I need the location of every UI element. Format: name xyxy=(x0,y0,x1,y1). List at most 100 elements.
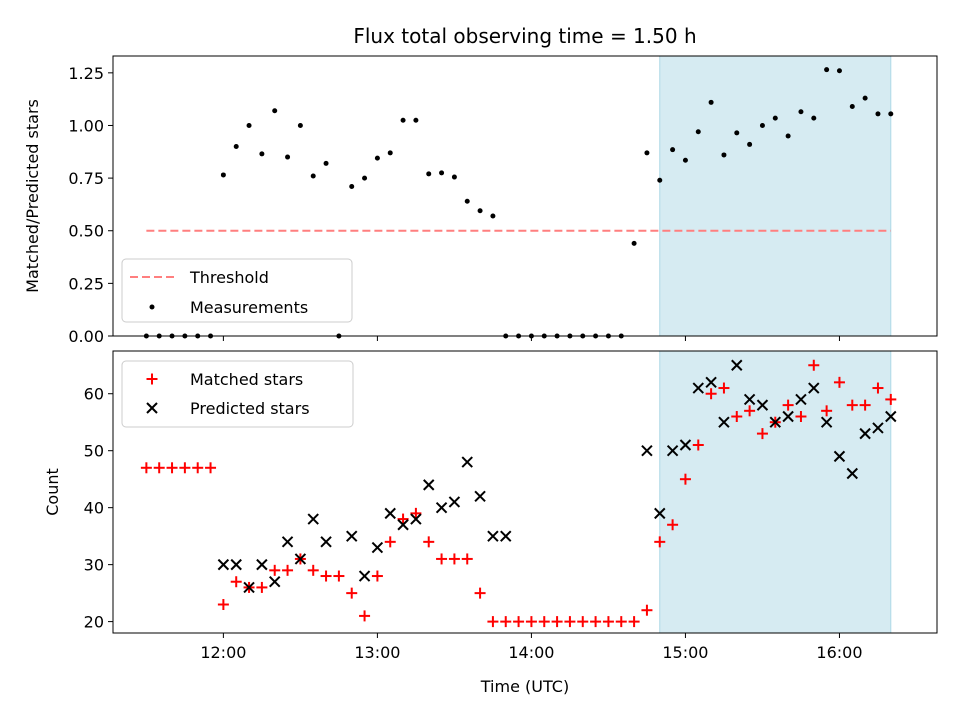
top-y-tick-label: 0.50 xyxy=(68,222,104,241)
matched-star-point xyxy=(307,564,319,576)
x-b xyxy=(448,496,461,508)
matched-star-point xyxy=(269,564,281,576)
top-legend: Threshold Measurements xyxy=(121,258,353,323)
matched-star-point xyxy=(808,359,820,371)
x-b xyxy=(641,444,653,457)
matched-star-point xyxy=(782,399,794,411)
x-b xyxy=(397,519,409,531)
measurement-point xyxy=(387,150,393,156)
measurement-point xyxy=(233,144,239,150)
measurement-point xyxy=(759,122,765,128)
x-b xyxy=(731,359,743,371)
matched-star-point xyxy=(744,405,756,417)
x-b xyxy=(294,553,307,565)
matched-star-point xyxy=(346,587,358,599)
matched-star-point xyxy=(410,507,422,519)
predicted-star-point xyxy=(743,393,756,406)
predicted-star-point xyxy=(384,507,396,520)
x-b xyxy=(885,410,897,423)
x-b xyxy=(230,558,242,571)
predicted-star-point xyxy=(705,376,717,389)
top-axes-frame xyxy=(112,55,938,337)
predicted-star-point xyxy=(256,558,268,571)
measurement-point xyxy=(785,133,791,139)
bottom-legend-box xyxy=(121,360,354,428)
x-b xyxy=(146,402,158,414)
measurement-point xyxy=(747,141,753,147)
matched-star-point xyxy=(513,616,525,628)
top-y-tick-label: 0.00 xyxy=(68,327,104,346)
measurement-point xyxy=(836,68,842,74)
x-b xyxy=(692,382,704,394)
x-tick-label: 14:00 xyxy=(508,643,554,662)
matched-star-point xyxy=(525,616,537,628)
matched-star-point xyxy=(461,553,473,565)
chart-title: Flux total observing time = 1.50 h xyxy=(353,24,696,48)
x-b xyxy=(320,536,332,548)
top-marks xyxy=(143,67,894,339)
bottom-marks xyxy=(140,359,897,628)
matched-star-point xyxy=(564,616,576,628)
predicted-star-point xyxy=(410,513,422,525)
predicted-star-point xyxy=(795,393,807,406)
x-b xyxy=(859,427,871,440)
x-b xyxy=(743,393,756,406)
predicted-star-point xyxy=(859,427,871,440)
matched-star-point xyxy=(371,570,383,582)
x-tick-label: 13:00 xyxy=(354,643,400,662)
matched-star-point xyxy=(282,564,294,576)
bottom-panel: 20 30 40 50 60 12:00 13:00 14:00 15:00 16:00 Coun… xyxy=(43,350,938,696)
predicted-star-point xyxy=(243,581,255,594)
matched-star-point xyxy=(230,576,242,588)
x-b xyxy=(795,393,807,406)
matched-star-point xyxy=(320,570,332,582)
predicted-star-point xyxy=(846,467,858,480)
measurement-point xyxy=(426,171,432,177)
measurement-point xyxy=(849,104,855,110)
x-b xyxy=(756,399,769,411)
top-y-tick-label: 0.25 xyxy=(68,274,104,293)
matched-star-point xyxy=(718,382,730,394)
legend-measurements-label: Measurements xyxy=(190,298,308,317)
bottom-y-tick-label: 20 xyxy=(84,613,104,632)
predicted-star-point xyxy=(833,450,846,463)
measurement-point xyxy=(349,184,355,190)
measurement-point xyxy=(477,208,483,214)
predicted-star-point xyxy=(654,507,666,520)
x-b xyxy=(666,444,679,457)
x-b xyxy=(256,558,268,571)
x-b xyxy=(820,416,833,428)
matched-star-point xyxy=(538,616,550,628)
matched-star-point xyxy=(384,536,396,548)
matched-star-point xyxy=(641,604,653,616)
predicted-star-point xyxy=(756,399,769,411)
legend-matched-swatch xyxy=(146,373,158,385)
matched-star-point xyxy=(397,513,409,525)
matched-star-point xyxy=(679,473,691,485)
measurement-point xyxy=(670,147,676,153)
predicted-star-point xyxy=(808,382,820,394)
measurement-point xyxy=(297,122,303,128)
measurement-point xyxy=(413,117,419,123)
measurement-point xyxy=(875,111,881,117)
legend-x-marker xyxy=(146,402,158,414)
matched-star-point xyxy=(731,411,743,423)
predicted-star-point xyxy=(423,479,435,491)
measurement-point xyxy=(464,198,470,204)
predicted-star-point xyxy=(782,410,794,423)
bottom-y-tick-label: 40 xyxy=(84,499,104,518)
x-b xyxy=(718,416,730,428)
x-b xyxy=(461,456,473,468)
measurement-point xyxy=(362,175,368,181)
matched-star-point xyxy=(667,519,679,531)
predicted-star-point xyxy=(666,444,679,457)
x-b xyxy=(833,450,846,463)
measurement-point xyxy=(285,154,291,160)
measurement-point xyxy=(259,151,265,157)
x-b xyxy=(474,490,486,502)
legend-threshold-label: Threshold xyxy=(189,268,269,287)
x-tick-label: 15:00 xyxy=(662,643,708,662)
top-y-tick-label: 1.25 xyxy=(68,64,104,83)
predicted-star-point xyxy=(217,558,230,571)
